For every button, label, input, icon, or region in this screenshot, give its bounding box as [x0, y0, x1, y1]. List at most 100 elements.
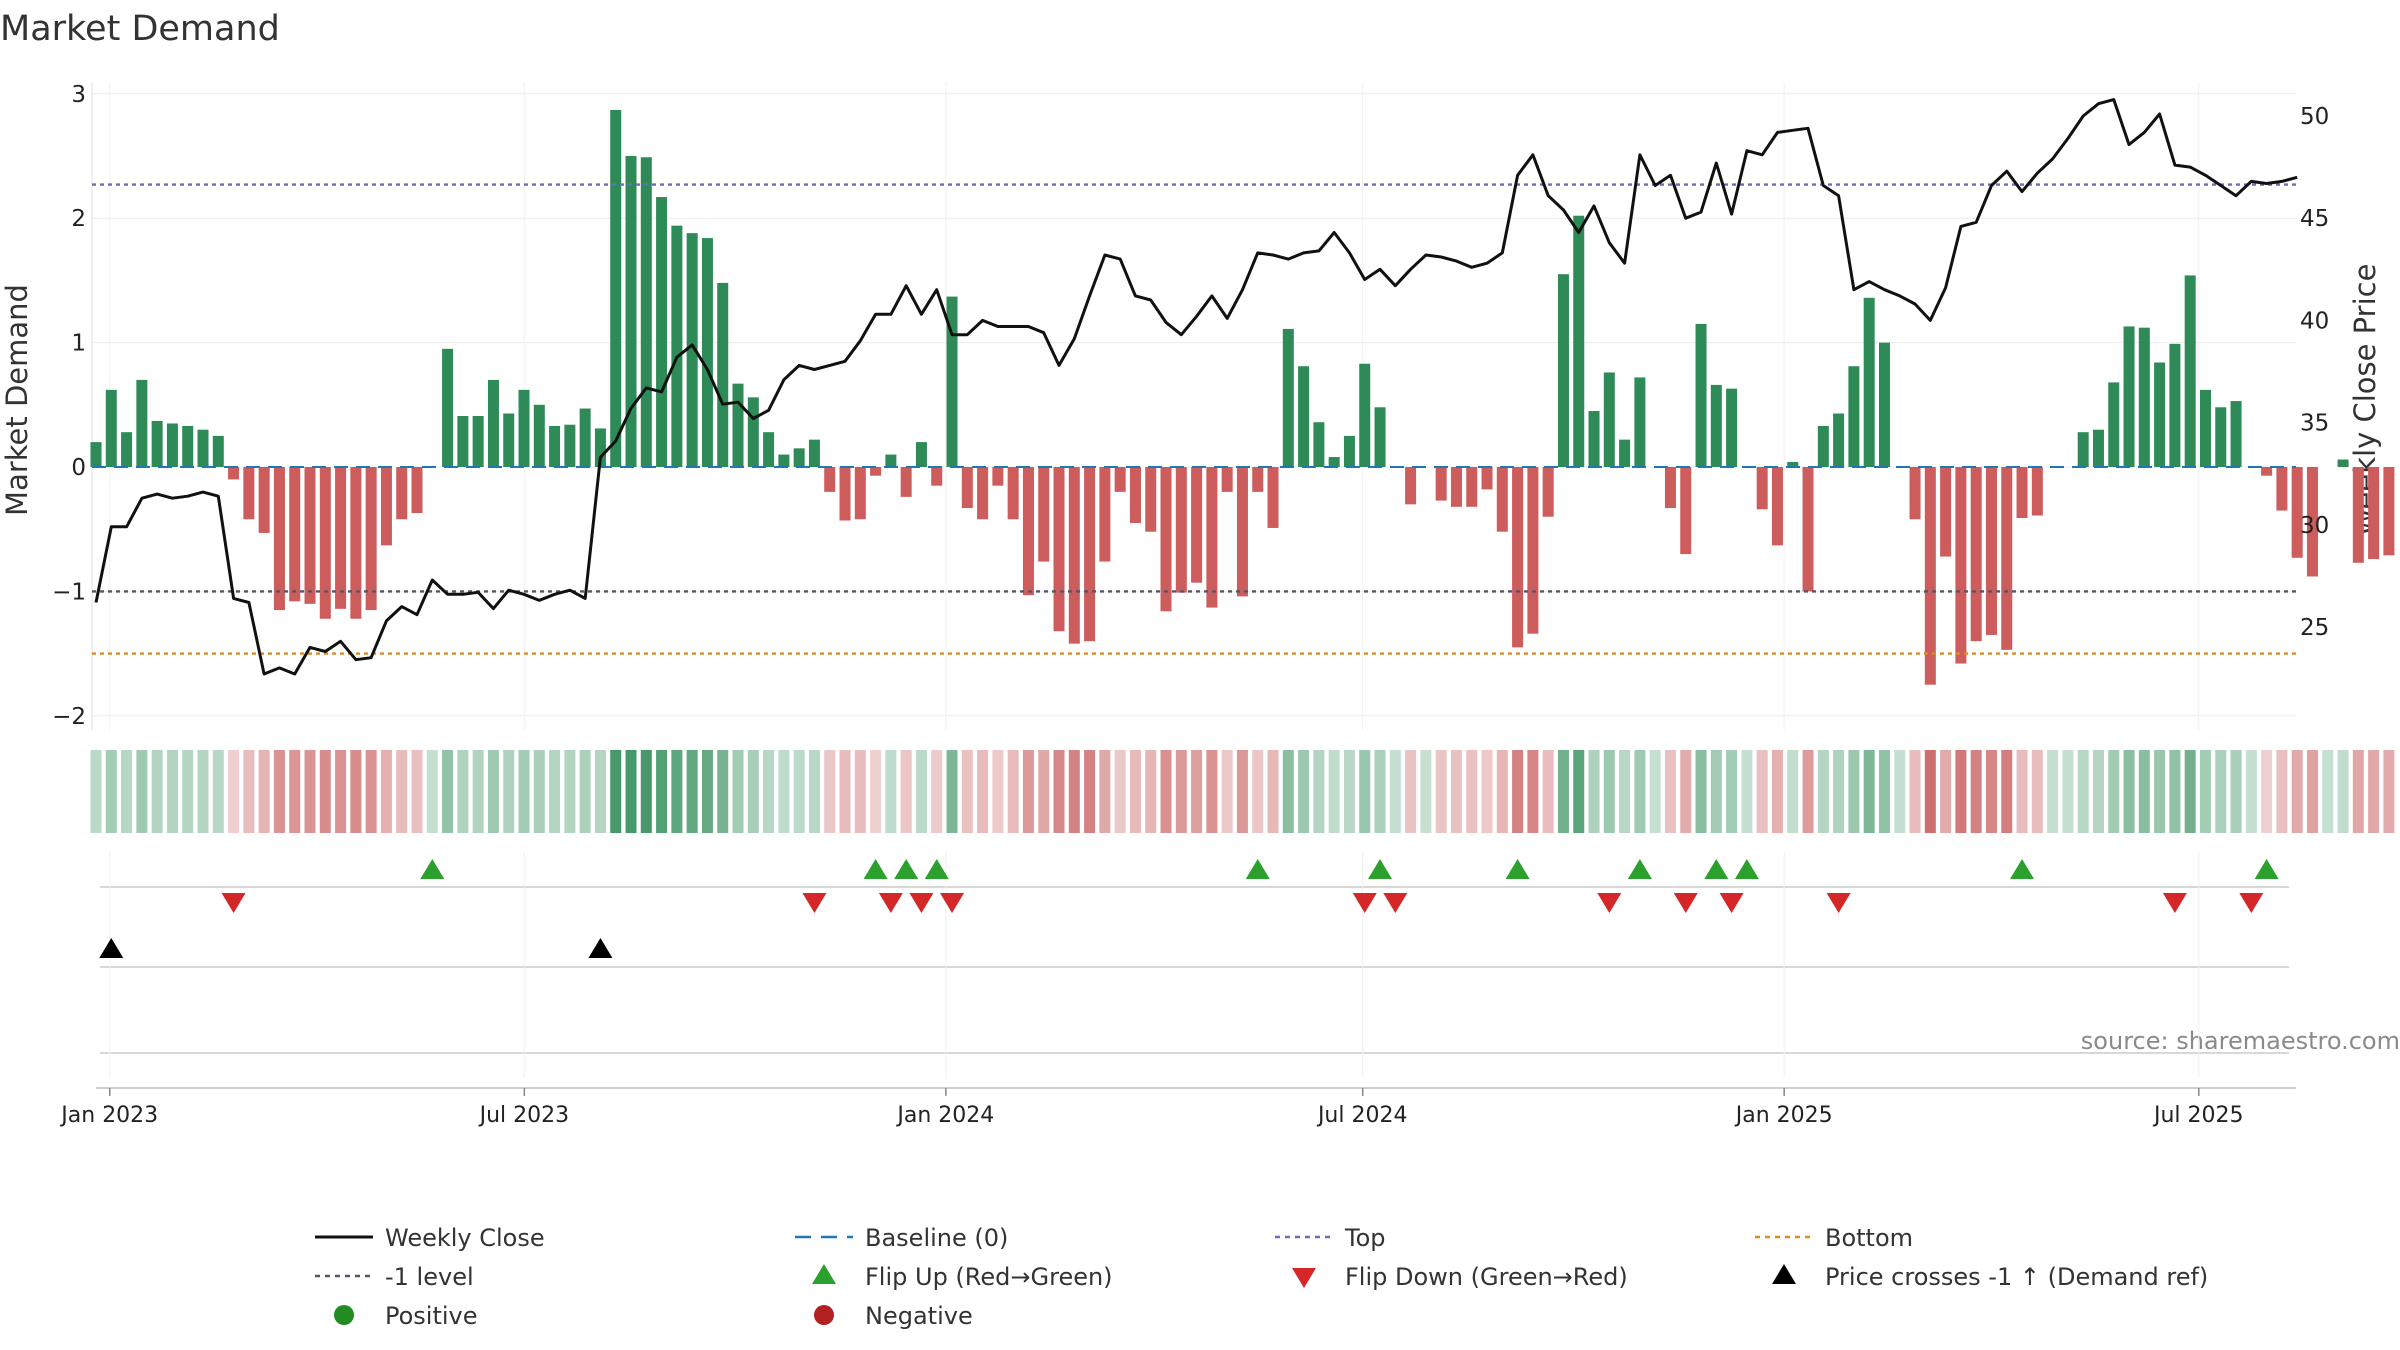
heat-cell: [1435, 750, 1447, 833]
heat-cell: [166, 750, 178, 833]
positive-bar: [594, 428, 606, 467]
positive-bar: [1328, 457, 1340, 467]
legend-item: Weekly Close: [315, 1224, 545, 1252]
negative-bar: [2306, 467, 2318, 577]
negative-bar: [2016, 467, 2028, 519]
positive-bar: [442, 348, 454, 467]
heat-cell: [2337, 750, 2349, 833]
heat-cell: [2215, 750, 2227, 833]
legend-label: -1 level: [385, 1263, 474, 1291]
negative-bar: [1038, 467, 1050, 562]
heat-cell: [1450, 750, 1462, 833]
negative-bar: [1068, 467, 1080, 644]
positive-bar: [579, 408, 591, 467]
reference-lines: [92, 183, 2296, 655]
positive-bar: [793, 448, 805, 467]
negative-bar: [1542, 467, 1554, 517]
positive-bar: [212, 435, 224, 467]
legend-item: Top: [1275, 1224, 1386, 1252]
negative-bar: [273, 467, 285, 611]
negative-bar: [335, 467, 347, 609]
flip-up-marker: [2254, 859, 2279, 879]
negative-bar: [992, 467, 1004, 486]
positive-bar: [90, 442, 102, 467]
heat-cell: [396, 750, 408, 833]
heat-cell: [793, 750, 805, 833]
heat-cell: [2276, 750, 2288, 833]
heat-cell: [518, 750, 530, 833]
heat-cell: [503, 750, 515, 833]
positive-bar: [1588, 411, 1600, 467]
heat-cell: [90, 750, 102, 833]
heat-cell: [2322, 750, 2334, 833]
legend-item: Positive: [334, 1302, 478, 1330]
heat-cell: [2230, 750, 2242, 833]
heat-cell: [1802, 750, 1814, 833]
legend-item: -1 level: [315, 1263, 474, 1291]
positive-bar: [1557, 274, 1569, 467]
heat-cell: [1359, 750, 1371, 833]
heat-cell: [304, 750, 316, 833]
heat-cell: [1664, 750, 1676, 833]
positive-bar: [2108, 382, 2120, 467]
heat-cell: [1405, 750, 1417, 833]
heat-cell: [151, 750, 163, 833]
heat-cell: [1007, 750, 1019, 833]
heat-cell: [1787, 750, 1799, 833]
event-markers: [99, 852, 2289, 1078]
y-left-tick-label: −2: [52, 704, 86, 730]
negative-bar: [1496, 467, 1508, 532]
y-left-tick-label: −1: [52, 579, 86, 605]
negative-bar: [1664, 467, 1676, 509]
negative-bar: [1099, 467, 1111, 562]
heat-cell: [426, 750, 438, 833]
flip-down-marker: [940, 893, 965, 913]
heat-cell: [1038, 750, 1050, 833]
heat-cell: [2092, 750, 2104, 833]
heat-cell: [273, 750, 285, 833]
positive-bar: [182, 425, 194, 467]
positive-bar: [1634, 377, 1646, 467]
positive-bar: [151, 420, 163, 467]
heat-cell: [350, 750, 362, 833]
heat-cell: [2261, 750, 2273, 833]
negative-bar: [1114, 467, 1126, 492]
positive-bar: [1619, 439, 1631, 467]
positive-bar: [1695, 323, 1707, 467]
heat-cell: [732, 750, 744, 833]
positive-bar: [197, 429, 209, 467]
heat-cell: [1313, 750, 1325, 833]
positive-bar: [610, 109, 622, 468]
heat-cell: [1817, 750, 1829, 833]
negative-bar: [900, 467, 912, 497]
negative-bar: [2368, 467, 2380, 560]
heat-cell: [824, 750, 836, 833]
negative-bar: [1970, 467, 1982, 642]
heat-cell: [1512, 750, 1524, 833]
legend-label: Bottom: [1825, 1224, 1913, 1252]
heat-cell: [1710, 750, 1722, 833]
heat-cell: [1985, 750, 1997, 833]
negative-bar: [1145, 467, 1157, 532]
negative-bar: [319, 467, 331, 619]
positive-bar: [2123, 326, 2135, 467]
positive-bar: [625, 156, 637, 467]
heat-cell: [1374, 750, 1386, 833]
y-axis-left-label: Market Demand: [0, 284, 34, 516]
negative-bar: [2352, 467, 2364, 563]
heat-cell: [1924, 750, 1936, 833]
flip-up-marker: [924, 859, 949, 879]
negative-bar: [1955, 467, 1967, 664]
heat-cell: [1771, 750, 1783, 833]
heat-cell: [915, 750, 927, 833]
negative-bar: [258, 467, 270, 533]
heat-cell: [701, 750, 713, 833]
positive-bar: [1787, 462, 1799, 467]
negative-bar: [1450, 467, 1462, 507]
y-right-tick-label: 35: [2300, 411, 2329, 437]
heat-cell: [411, 750, 423, 833]
heat-cell: [808, 750, 820, 833]
heat-cell: [946, 750, 958, 833]
positive-bar: [1298, 366, 1310, 467]
positive-bar: [1817, 425, 1829, 467]
